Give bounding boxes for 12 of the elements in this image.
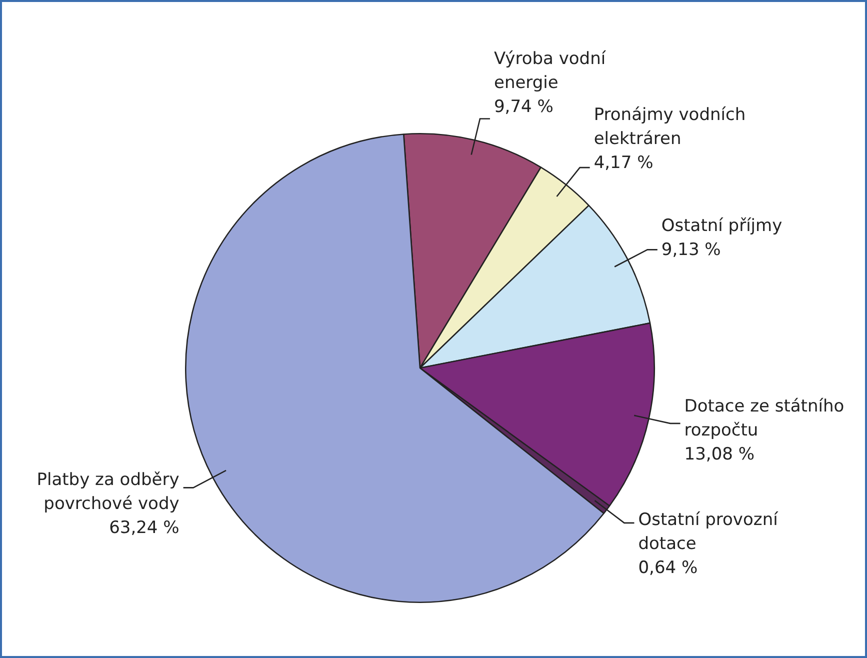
slice-label: Dotace ze státního rozpočtu [684,396,844,441]
data-label: 63,24 % [109,518,180,538]
data-label: 0,64 % [638,558,698,578]
slice-label: Ostatní příjmy [661,216,782,236]
slice-label: Výroba vodní energie [494,49,607,94]
data-label: 4,17 % [594,152,654,173]
data-label: 13,08 % [684,444,755,465]
slice-label: Pronájmy vodních elektráren [594,104,746,149]
data-label: 9,13 % [661,240,721,260]
slice-label: Platby za odběry povrchové vody [36,470,180,514]
data-label: 9,74 % [494,97,554,118]
slice-label: Ostatní provozní dotace [638,510,780,554]
